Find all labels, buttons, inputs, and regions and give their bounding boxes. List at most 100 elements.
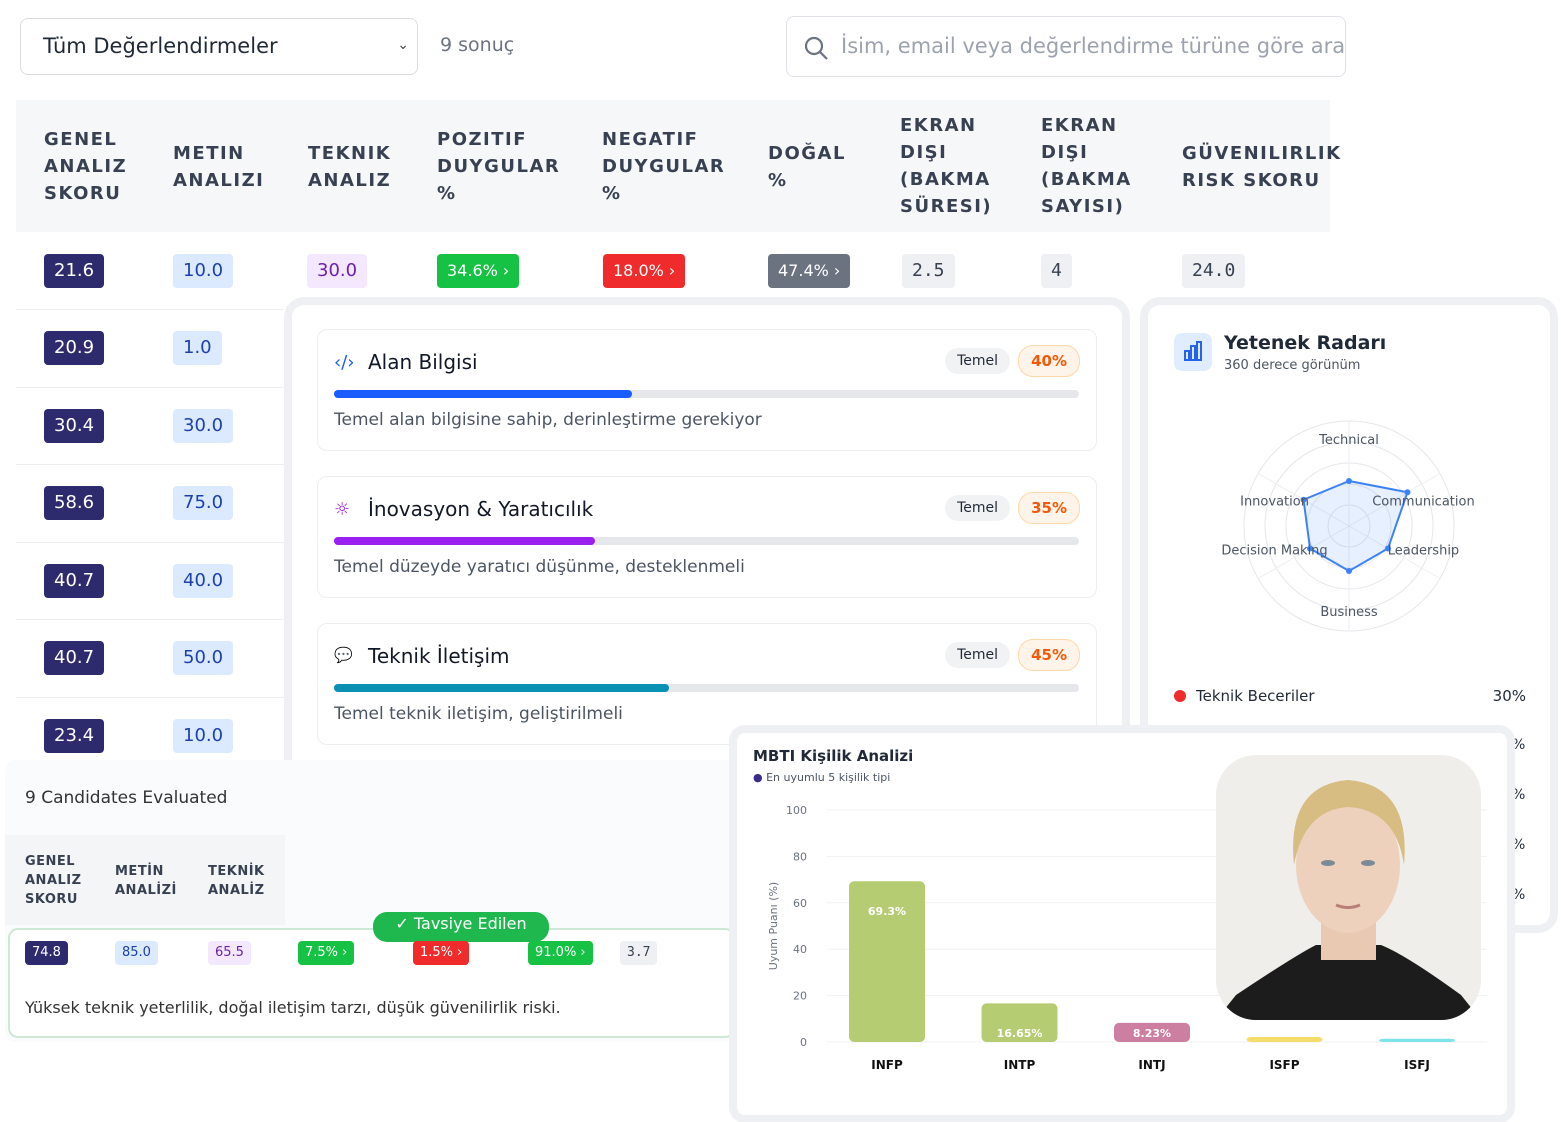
- candidates-panel: 9 Candidates Evaluated GENEL ANALIZ SKOR…: [5, 760, 735, 1042]
- search-placeholder: İsim, email veya değerlendirme türüne gö…: [841, 34, 1346, 58]
- cell-badge: 4: [1041, 254, 1072, 288]
- radar-point: [1346, 568, 1352, 574]
- column-header[interactable]: DOĞAL %: [768, 143, 846, 191]
- radar-title: Yetenek Radarı: [1224, 332, 1387, 354]
- radar-axis-label: Communication: [1372, 494, 1474, 509]
- chat-icon: 💬: [334, 646, 353, 664]
- percent-badge: 40%: [1018, 345, 1080, 377]
- chart-icon: [1174, 333, 1212, 371]
- cell-badge[interactable]: 18.0% ›: [603, 254, 686, 288]
- column-header[interactable]: NEGATIF DUYGULAR %: [602, 129, 726, 204]
- cell-badge: 20.9: [44, 331, 105, 365]
- cell-badge: 40.7: [44, 641, 105, 676]
- bar-value-label: 16.65%: [997, 1027, 1043, 1040]
- y-tick-label: 80: [793, 850, 807, 863]
- pct: %: [1512, 837, 1526, 853]
- column-header[interactable]: EKRAN DIŞI (BAKMA SÜRESI): [900, 115, 993, 217]
- legend-dot: [1174, 690, 1186, 702]
- bar-value-label: 8.23%: [1133, 1027, 1171, 1040]
- skill-name: İnovasyon & Yaratıcılık: [368, 497, 594, 521]
- skill-item: ☼ İnovasyon & Yaratıcılık Temel 35% Temel dü…: [317, 476, 1097, 598]
- skill-description: Temel alan bilgisine sahip, derinleştirm…: [334, 410, 762, 430]
- skill-item: ‹/› Alan Bilgisi Temel 40% Temel alan bilgis…: [317, 329, 1097, 451]
- progress-bar: [334, 537, 1079, 545]
- cell-badge: 30.0: [307, 254, 368, 288]
- result-count: 9 sonuç: [440, 34, 515, 56]
- column-header[interactable]: GÜVENILIRLIK RISK SKORU: [1182, 143, 1342, 191]
- y-tick-label: 20: [793, 990, 807, 1003]
- cell-badge[interactable]: 34.6% ›: [437, 254, 520, 288]
- cell-badge: 65.5: [208, 941, 251, 965]
- skill-name: Alan Bilgisi: [368, 350, 478, 374]
- radar-point: [1346, 478, 1352, 484]
- col-header: TEKNİK ANALİZ: [208, 864, 265, 898]
- cell-badge: 10.0: [173, 719, 234, 753]
- candidate-summary: Yüksek teknik yeterlilik, doğal iletişim…: [25, 998, 561, 1017]
- x-tick-label: INFP: [871, 1058, 903, 1072]
- level-badge: Temel: [945, 495, 1010, 521]
- radar-axis: [1257, 525, 1350, 579]
- cell-badge: 75.0: [173, 486, 234, 521]
- cell-badge: 10.0: [173, 254, 234, 288]
- chevron-down-icon: ⌄: [397, 37, 409, 53]
- cell-badge: 50.0: [173, 641, 234, 676]
- cell-badge: 40.0: [173, 563, 234, 598]
- cell-badge: 21.6: [44, 254, 105, 288]
- cell-badge: 1.5% ›: [413, 941, 470, 965]
- code-icon: ‹/›: [334, 352, 355, 373]
- column-header[interactable]: METIN ANALIZI: [173, 143, 265, 191]
- recommended-badge: ✓ Tavsiye Edilen: [373, 912, 549, 942]
- bar-infp: [849, 881, 925, 1042]
- search-icon: [804, 36, 828, 60]
- y-axis-label: Uyum Puanı (%): [767, 882, 780, 970]
- x-tick-label: ISFJ: [1404, 1058, 1430, 1072]
- column-header[interactable]: GENEL ANALIZ SKORU: [44, 129, 128, 204]
- bar-isfj: [1379, 1038, 1455, 1042]
- radar-point: [1384, 545, 1391, 552]
- pct: %: [1512, 737, 1526, 753]
- column-header[interactable]: TEKNIK ANALIZ: [308, 143, 392, 191]
- column-header[interactable]: EKRAN DIŞI (BAKMA SAYISI): [1041, 115, 1132, 217]
- evaluation-filter-select[interactable]: Tüm Değerlendirmeler ⌄: [20, 18, 418, 75]
- search-input[interactable]: İsim, email veya değerlendirme türüne gö…: [786, 16, 1346, 77]
- x-tick-label: ISFP: [1269, 1058, 1299, 1072]
- table-header: [16, 100, 1330, 232]
- cell-badge: 1.0: [173, 331, 222, 365]
- cell-badge: 30.0: [173, 408, 234, 443]
- pct: %: [1512, 887, 1526, 903]
- radar-axis-label: Business: [1320, 605, 1378, 620]
- select-value: Tüm Değerlendirmeler: [43, 34, 278, 58]
- skill-name: Teknik İletişim: [368, 644, 510, 668]
- chart-subtitle: En uyumlu 5 kişilik tipi: [766, 771, 891, 784]
- mbti-bar-chart: 0 20 40 60 80 100 Uyum Puanı (%) 69.3% INFP 16.65…: [767, 804, 1487, 1072]
- skill-item: 💬 Teknik İletişim Temel 45% Temel teknik ile…: [317, 623, 1097, 745]
- candidate-photo: [1216, 755, 1481, 1020]
- x-tick-label: INTJ: [1138, 1058, 1165, 1072]
- level-badge: Temel: [945, 348, 1010, 374]
- cell-badge: 85.0: [115, 941, 158, 965]
- bar-isfp: [1246, 1037, 1323, 1042]
- cell-badge: 40.7: [44, 563, 105, 598]
- y-tick-label: 60: [793, 897, 807, 910]
- cell-badge: 30.4: [44, 408, 105, 443]
- radar-axis: [1348, 473, 1441, 527]
- y-tick-label: 40: [793, 943, 807, 956]
- radar-point: [1307, 545, 1314, 552]
- candidates-title: 9 Candidates Evaluated: [25, 788, 228, 808]
- bar-intj: [1114, 1022, 1190, 1042]
- y-tick-label: 100: [786, 804, 807, 817]
- cell-badge: 3.7: [620, 941, 658, 965]
- radar-subtitle: 360 derece görünüm: [1224, 358, 1361, 373]
- skill-description: Temel teknik iletişim, geliştirilmeli: [334, 704, 623, 724]
- x-tick-label: INTP: [1004, 1058, 1036, 1072]
- radar-axis-label: Technical: [1318, 433, 1379, 448]
- bar-intp: [981, 1003, 1058, 1042]
- column-header[interactable]: POZITIF DUYGULAR %: [437, 129, 561, 204]
- cell-badge[interactable]: 47.4% ›: [768, 254, 851, 288]
- radar-axis: [1348, 525, 1441, 579]
- bar-value-label: 69.3%: [868, 905, 906, 918]
- percent-badge: 45%: [1018, 639, 1080, 671]
- y-tick-label: 0: [800, 1036, 807, 1049]
- cell-badge: 74.8: [25, 941, 68, 965]
- pct: %: [1512, 787, 1526, 803]
